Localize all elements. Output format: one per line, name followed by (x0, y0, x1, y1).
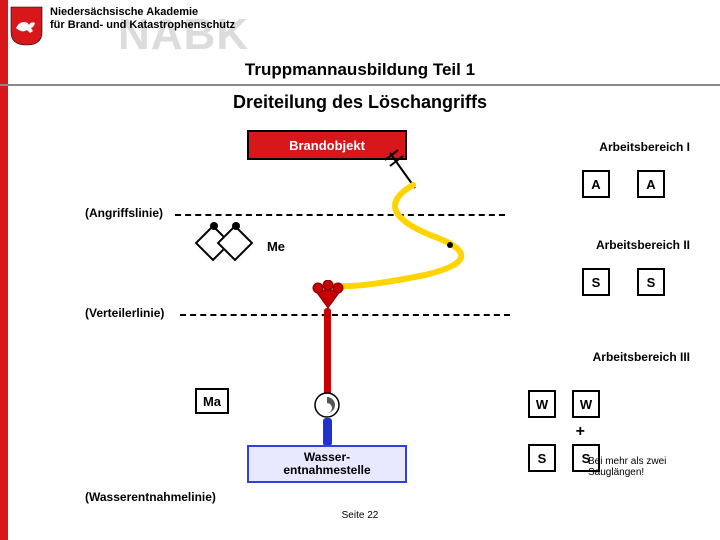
dot2 (232, 222, 240, 230)
trupp-s3: S (528, 444, 556, 472)
wasser-line2: entnahmestelle (283, 464, 370, 477)
area-2-label: Arbeitsbereich II (596, 238, 690, 252)
trupp-a2: A (637, 170, 665, 198)
org-line2: für Brand- und Katastrophenschutz (50, 19, 235, 32)
trupp-s2: S (637, 268, 665, 296)
area-3-label: Arbeitsbereich III (593, 350, 690, 364)
area-1-label: Arbeitsbereich I (599, 140, 690, 154)
c-hose (310, 180, 510, 290)
maschinist-box: Ma (195, 388, 229, 414)
diagram-area: Brandobjekt Arbeitsbereich I A A (Angrif… (0, 120, 720, 520)
trupp-w1: W (528, 390, 556, 418)
page-title: Dreiteilung des Löschangriffs (0, 92, 720, 113)
angriffslinie-label: (Angriffslinie) (85, 206, 163, 220)
trupp-a1: A (582, 170, 610, 198)
wasserentnahmelinie-label: (Wasserentnahmelinie) (85, 490, 216, 504)
b-hose (324, 308, 331, 398)
a-hose (323, 418, 332, 446)
trupp-w2: W (572, 390, 600, 418)
pump-icon (312, 390, 342, 420)
plus-sign: + (576, 423, 585, 441)
page-number: Seite 22 (0, 510, 720, 521)
header: NABK Niedersächsische Akademie für Brand… (0, 0, 720, 60)
trupp-s1: S (582, 268, 610, 296)
verteiler-icon (310, 280, 346, 310)
melder-diamond-2 (217, 225, 254, 262)
verteilerlinie-label: (Verteilerlinie) (85, 306, 164, 320)
wasserentnahmestelle-box: Wasser- entnahmestelle (247, 445, 407, 483)
verteilerlinie (180, 314, 510, 316)
dot1 (210, 222, 218, 230)
sauglaengen-note: Bei mehr als zwei Sauglängen! (588, 456, 698, 478)
coat-of-arms-icon (10, 6, 43, 46)
course-subtitle: Truppmannausbildung Teil 1 (0, 60, 720, 86)
org-line1: Niedersächsische Akademie (50, 6, 235, 19)
me-label: Me (260, 235, 292, 257)
org-name: Niedersächsische Akademie für Brand- und… (50, 6, 235, 32)
